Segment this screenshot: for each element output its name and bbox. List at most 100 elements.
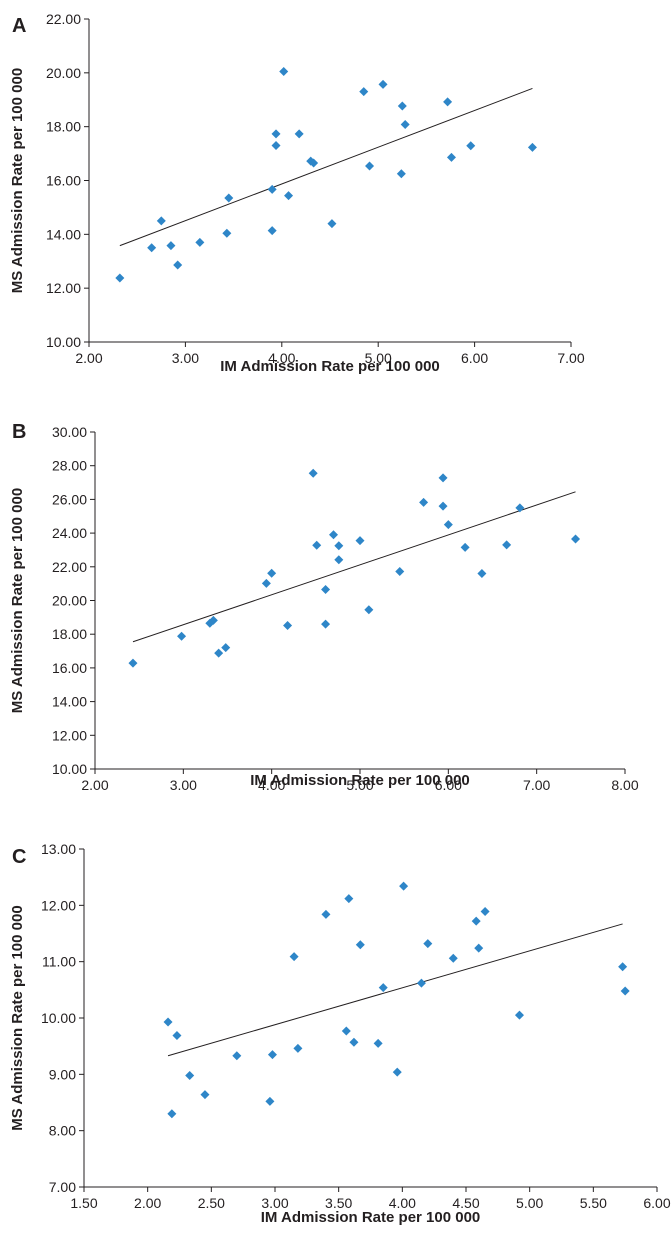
trend-line: [167, 923, 623, 1057]
trend-line: [132, 491, 576, 643]
data-point: [115, 273, 125, 283]
data-point: [571, 534, 581, 544]
x-tick-label: 6.00: [461, 350, 488, 366]
data-point: [341, 1026, 351, 1036]
data-point: [185, 1070, 195, 1080]
data-point: [329, 530, 338, 540]
data-point: [284, 191, 294, 201]
data-point: [172, 1030, 182, 1040]
data-point: [620, 986, 630, 996]
data-point: [265, 1096, 275, 1106]
x-tick-label: 4.00: [258, 777, 285, 793]
data-point: [267, 1050, 277, 1060]
data-point: [261, 578, 271, 588]
data-point: [355, 940, 365, 950]
data-point: [334, 555, 344, 565]
x-axis-title: IM Admission Rate per 100 000: [250, 772, 470, 789]
data-point: [359, 87, 369, 97]
data-point: [460, 542, 470, 552]
y-tick-label: 10.00: [52, 761, 87, 777]
x-tick-label: 7.00: [557, 350, 584, 366]
data-point: [438, 473, 448, 483]
y-tick-label: 22.00: [46, 11, 81, 27]
data-point: [163, 1017, 173, 1027]
x-tick-label: 6.00: [435, 777, 462, 793]
y-tick-label: 16.00: [52, 660, 87, 676]
y-tick-label: 24.00: [52, 525, 87, 541]
data-point: [392, 1067, 402, 1077]
y-tick-label: 14.00: [46, 226, 81, 242]
x-tick-label: 8.00: [611, 777, 638, 793]
data-point: [271, 141, 281, 151]
y-tick-label: 12.00: [46, 280, 81, 296]
data-point: [293, 1043, 303, 1053]
x-axis-title: IM Admission Rate per 100 000: [220, 358, 440, 375]
data-point: [195, 237, 205, 247]
data-point: [283, 620, 293, 630]
x-tick-label: 7.00: [523, 777, 550, 793]
x-tick-label: 2.00: [134, 1195, 161, 1211]
x-tick-label: 1.50: [70, 1195, 97, 1211]
data-point: [177, 631, 187, 641]
y-tick-label: 20.00: [52, 593, 87, 609]
data-point: [344, 894, 354, 904]
data-point: [147, 243, 157, 253]
x-tick-label: 2.50: [198, 1195, 225, 1211]
data-point: [397, 101, 407, 111]
data-point: [618, 962, 628, 972]
data-point: [173, 260, 183, 270]
y-tick-label: 18.00: [46, 119, 81, 135]
y-tick-label: 11.00: [42, 954, 76, 970]
x-tick-label: 3.50: [325, 1195, 352, 1211]
data-point: [208, 615, 218, 625]
y-tick-label: 30.00: [52, 424, 87, 440]
data-point: [396, 169, 406, 179]
data-point: [232, 1051, 242, 1061]
y-tick-label: 14.00: [52, 694, 87, 710]
y-axis-title: MS Admission Rate per 100 000: [9, 905, 26, 1130]
x-tick-label: 4.00: [389, 1195, 416, 1211]
x-tick-label: 5.00: [365, 350, 392, 366]
data-point: [448, 953, 458, 963]
data-point: [474, 943, 484, 953]
y-tick-label: 26.00: [52, 491, 87, 507]
data-point: [466, 141, 476, 151]
chart-panel-a: A 10.00 12.00 14.00 16.00 18.00 20.00 22.00 2.00…: [9, 11, 585, 375]
data-point: [364, 605, 374, 615]
data-point: [294, 129, 304, 139]
data-point: [443, 97, 453, 107]
x-tick-label: 6.00: [643, 1195, 670, 1211]
y-tick-label: 28.00: [52, 458, 87, 474]
data-point: [279, 66, 289, 76]
data-point: [308, 468, 318, 478]
x-tick-label: 3.00: [170, 777, 197, 793]
y-axis-title: MS Admission Rate per 100 000: [9, 68, 26, 293]
data-point: [399, 881, 409, 891]
panel-label: A: [12, 15, 26, 37]
data-point: [267, 226, 277, 236]
x-tick-label: 5.50: [580, 1195, 607, 1211]
data-point: [334, 541, 344, 551]
data-point: [267, 184, 277, 194]
x-tick-label: 3.00: [261, 1195, 288, 1211]
data-point: [289, 952, 299, 962]
x-tick-label: 4.50: [452, 1195, 479, 1211]
data-point: [416, 978, 426, 988]
data-point: [443, 520, 453, 530]
y-tick-label: 10.00: [41, 1010, 76, 1026]
panel-label: C: [12, 846, 26, 868]
y-tick-label: 7.00: [49, 1179, 76, 1195]
data-point: [321, 909, 331, 919]
y-tick-label: 13.00: [41, 841, 76, 857]
data-point: [167, 1109, 177, 1119]
data-point: [271, 129, 281, 139]
data-point: [373, 1038, 383, 1048]
data-point: [312, 540, 322, 550]
y-tick-label: 16.00: [46, 173, 81, 189]
y-tick-label: 18.00: [52, 626, 87, 642]
data-point: [514, 1010, 524, 1020]
y-tick-label: 12.00: [52, 727, 87, 743]
x-tick-label: 4.00: [268, 350, 295, 366]
x-axis-title: IM Admission Rate per 100 000: [261, 1209, 481, 1226]
